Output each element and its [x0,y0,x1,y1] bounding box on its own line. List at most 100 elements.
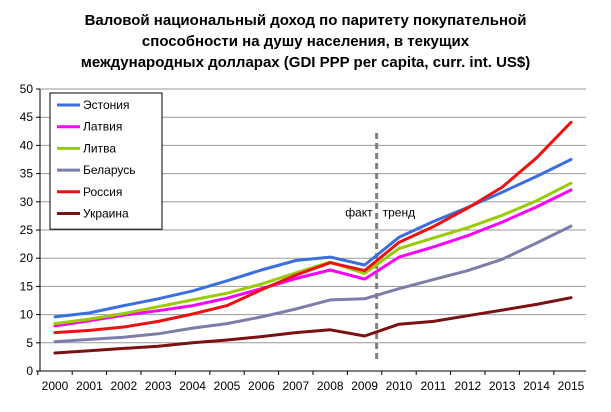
series [53,120,573,355]
data-point [260,268,263,272]
series-line [53,120,573,335]
data-point [535,205,538,209]
data-point [397,287,401,290]
data-point [294,331,297,334]
data-point [157,297,160,301]
data-point [122,312,126,315]
x-tick-label: 2003 [145,379,172,393]
legend-box [49,92,163,230]
x-tick-label: 2007 [282,379,309,393]
data-point [432,245,435,249]
y-tick-label: 0 [26,364,33,378]
data-point [569,181,573,185]
data-point [191,312,194,316]
data-point [157,320,160,323]
x-tick-label: 2006 [248,379,275,393]
data-point [225,291,229,295]
data-point [157,309,160,312]
x-tick-label: 2009 [351,379,378,393]
data-point [53,322,57,325]
x-tick-label: 2001 [76,379,103,393]
forecast-marker: факт тренд [345,132,415,360]
x-tick-label: 2000 [42,379,69,393]
data-point [466,206,469,210]
data-point [225,297,229,300]
data-point [432,225,435,228]
y-tick-label: 15 [20,279,34,293]
data-point [569,121,573,124]
data-point [363,297,366,301]
data-point [157,344,160,348]
data-point [88,317,91,321]
data-point [122,325,126,329]
data-point [225,304,229,307]
series-line [53,158,573,319]
data-point [501,185,504,189]
data-point [53,351,57,355]
legend-label: Латвия [83,120,122,134]
y-tick-label: 20 [20,251,34,265]
data-point [535,156,538,160]
data-point [122,304,126,307]
x-tick-label: 2002 [110,379,137,393]
legend-label: Украина [83,207,129,221]
x-tick-label: 2008 [317,379,344,393]
data-point [535,175,538,178]
data-point [363,334,366,338]
data-point [501,308,504,312]
data-point [329,261,332,264]
legend-label: Литва [83,141,116,155]
x-tick-label: 2015 [558,379,585,393]
data-point [225,322,229,325]
legend: Эстония Латвия Литва Беларусь Россия Украина [49,92,163,230]
x-tick-label: 2004 [179,379,206,393]
data-point [363,263,366,267]
data-point [363,277,366,281]
data-point [432,220,435,223]
axes: 0 5 10 15 20 25 30 35 40 45 50 2000 2001 2002 2003 2004… [20,82,586,393]
data-point [466,269,469,272]
data-point [88,311,91,315]
data-point [397,236,401,239]
data-point [501,214,504,217]
data-point [329,268,332,272]
data-point [88,349,91,352]
data-point [569,158,573,161]
legend-label: Россия [83,185,122,199]
x-tick-label: 2005 [214,379,241,393]
data-point [157,332,160,335]
data-point [260,315,263,319]
series-line [53,224,573,344]
data-point [88,338,91,341]
legend-label: Беларусь [83,163,135,177]
y-tick-label: 45 [20,110,34,124]
data-point [501,191,504,194]
data-point [329,255,332,259]
y-tick-label: 25 [20,223,34,237]
series-line [53,188,573,328]
data-point [260,282,263,286]
data-point [294,307,297,311]
data-point [397,247,401,250]
data-point [157,305,160,308]
data-point [501,220,504,224]
trend-label: тренд [383,205,415,219]
data-point [466,234,469,237]
y-tick-label: 10 [20,308,34,322]
data-point [501,258,504,261]
data-point [569,224,573,228]
data-point [53,340,57,343]
data-point [397,255,401,259]
data-point [191,304,194,307]
data-point [191,298,194,302]
data-point [260,335,263,338]
data-point [53,324,57,328]
x-tick-label: 2012 [454,379,481,393]
y-tick-label: 40 [20,138,34,152]
data-point [329,298,332,302]
y-tick-label: 5 [26,336,33,350]
series-line [53,296,573,355]
data-point [466,314,469,317]
chart-title-line-1: Валовой национальный доход по паритету п… [84,12,527,29]
